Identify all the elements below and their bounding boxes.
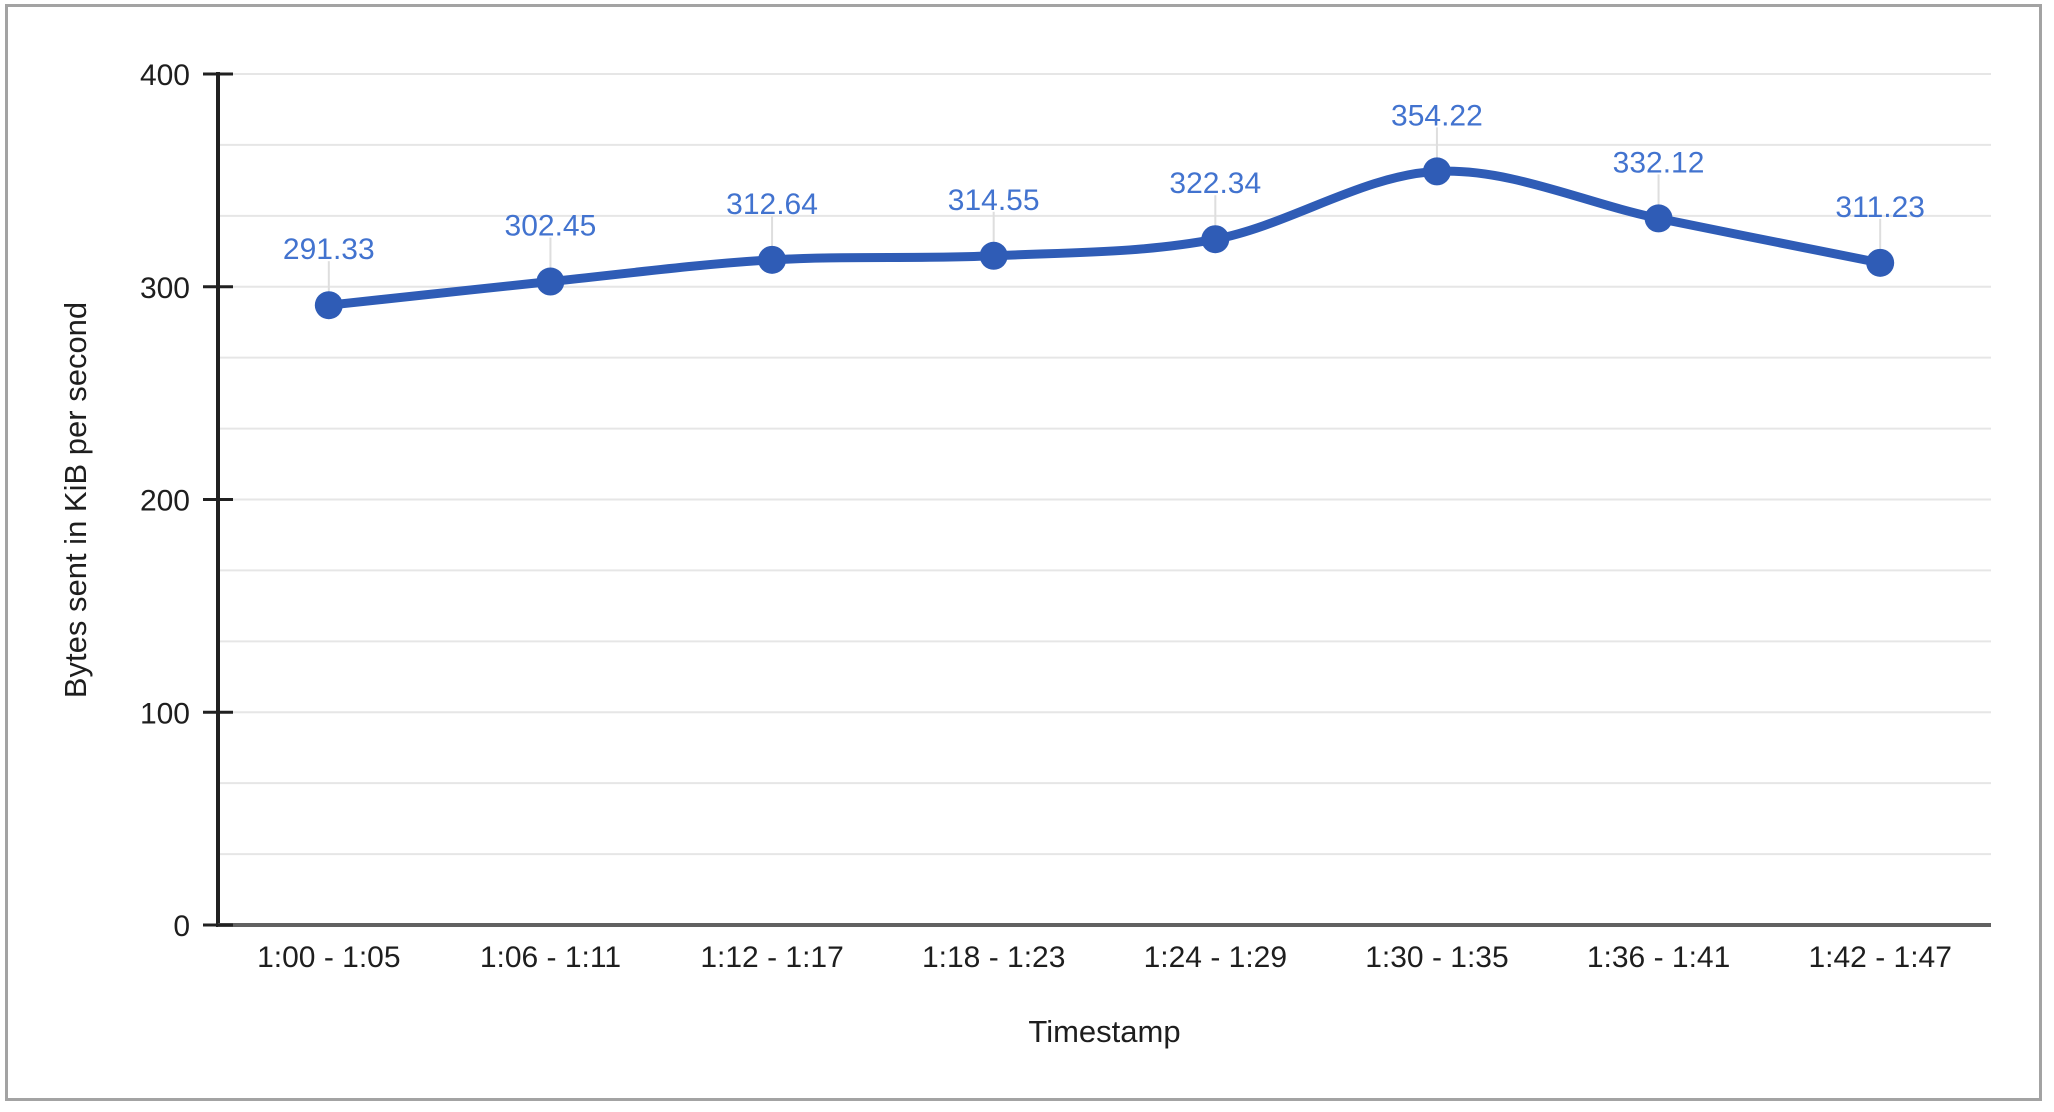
data-point[interactable] bbox=[1866, 248, 1895, 277]
x-category-label: 1:30 - 1:35 bbox=[1365, 941, 1508, 974]
y-tick-label: 200 bbox=[140, 485, 190, 518]
y-tick-label: 300 bbox=[140, 272, 190, 305]
y-tick-label: 0 bbox=[173, 910, 190, 943]
data-point-label: 311.23 bbox=[1835, 191, 1925, 224]
x-category-label: 1:36 - 1:41 bbox=[1587, 941, 1730, 974]
data-point-label: 302.45 bbox=[505, 210, 597, 243]
data-point-label: 291.33 bbox=[283, 233, 375, 266]
x-category-label: 1:24 - 1:29 bbox=[1144, 941, 1287, 974]
series-line bbox=[324, 166, 1885, 310]
x-category-label: 1:00 - 1:05 bbox=[257, 941, 400, 974]
data-point-label: 312.64 bbox=[726, 188, 818, 221]
x-category-label: 1:06 - 1:11 bbox=[480, 941, 621, 974]
x-category-label: 1:18 - 1:23 bbox=[922, 941, 1065, 974]
y-tick-label: 100 bbox=[140, 697, 190, 730]
x-category-label: 1:42 - 1:47 bbox=[1808, 941, 1951, 974]
y-tick-label: 400 bbox=[140, 59, 190, 92]
x-axis-title: Timestamp bbox=[1028, 1014, 1181, 1049]
data-point[interactable] bbox=[1201, 225, 1230, 254]
data-point-label: 354.22 bbox=[1391, 99, 1483, 132]
data-point[interactable] bbox=[758, 245, 787, 274]
data-point[interactable] bbox=[1644, 204, 1673, 233]
data-point[interactable] bbox=[1422, 157, 1451, 186]
y-axis-title: Bytes sent in KiB per second bbox=[58, 301, 93, 699]
data-point-label: 314.55 bbox=[948, 184, 1040, 217]
x-category-label: 1:12 - 1:17 bbox=[700, 941, 843, 974]
data-point-label: 322.34 bbox=[1169, 167, 1261, 200]
data-point[interactable] bbox=[979, 241, 1008, 270]
data-point[interactable] bbox=[314, 291, 343, 320]
data-point[interactable] bbox=[536, 267, 565, 296]
data-point-label: 332.12 bbox=[1613, 146, 1705, 179]
